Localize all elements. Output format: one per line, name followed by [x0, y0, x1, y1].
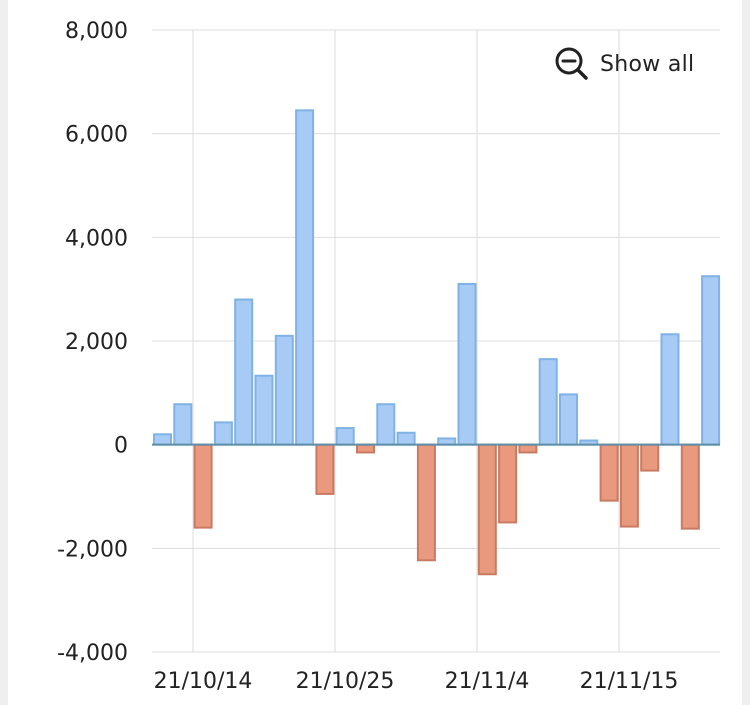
- y-axis-labels: -4,000 -2,000 0 2,000 4,000 6,000 8,000: [57, 19, 128, 666]
- bar-positive[interactable]: [457, 282, 477, 446]
- x-tick-label: 21/11/15: [580, 669, 679, 694]
- bar-positive[interactable]: [274, 334, 294, 446]
- bar-positive[interactable]: [254, 374, 274, 446]
- show-all-label: Show all: [600, 51, 695, 77]
- bar-negative[interactable]: [315, 443, 335, 495]
- bar-positive[interactable]: [701, 275, 721, 446]
- bar-negative[interactable]: [599, 443, 619, 502]
- left-frame-border: [0, 0, 8, 705]
- bar-positive[interactable]: [173, 403, 193, 446]
- y-tick-label: 2,000: [65, 330, 128, 355]
- bar-negative[interactable]: [640, 443, 660, 472]
- show-all-button[interactable]: Show all: [554, 46, 694, 82]
- bar-negative[interactable]: [498, 443, 518, 524]
- y-tick-label: -4,000: [57, 641, 128, 666]
- bar-positive[interactable]: [295, 109, 315, 446]
- x-axis-labels: 21/10/14 21/10/25 21/11/4 21/11/15: [154, 669, 679, 694]
- x-tick-label: 21/10/25: [296, 669, 395, 694]
- x-tick-label: 21/10/14: [154, 669, 253, 694]
- bars: [153, 109, 721, 576]
- bar-positive[interactable]: [660, 333, 680, 446]
- bar-positive[interactable]: [153, 433, 172, 446]
- bar-negative[interactable]: [619, 443, 639, 528]
- horizontal-gridlines: [152, 29, 720, 653]
- bar-positive[interactable]: [538, 358, 558, 446]
- x-tick-label: 21/11/4: [445, 669, 530, 694]
- zoom-out-icon: [555, 47, 588, 80]
- right-frame-border: [742, 0, 750, 705]
- bar-positive[interactable]: [234, 298, 254, 446]
- bar-positive[interactable]: [376, 403, 396, 446]
- y-tick-label: 8,000: [65, 19, 128, 44]
- y-tick-label: 4,000: [65, 226, 128, 251]
- bar-positive[interactable]: [559, 393, 578, 446]
- bar-positive[interactable]: [335, 427, 355, 446]
- y-tick-label: 0: [114, 434, 128, 459]
- bar-positive[interactable]: [213, 421, 233, 446]
- bar-negative[interactable]: [416, 443, 436, 562]
- y-tick-label: -2,000: [57, 537, 128, 562]
- bar-positive[interactable]: [396, 431, 416, 446]
- bar-negative[interactable]: [193, 443, 213, 529]
- y-tick-label: 6,000: [65, 123, 128, 148]
- bar-negative[interactable]: [356, 443, 375, 454]
- bar-negative[interactable]: [477, 443, 497, 576]
- bar-negative[interactable]: [518, 443, 538, 454]
- bar-negative[interactable]: [680, 443, 700, 530]
